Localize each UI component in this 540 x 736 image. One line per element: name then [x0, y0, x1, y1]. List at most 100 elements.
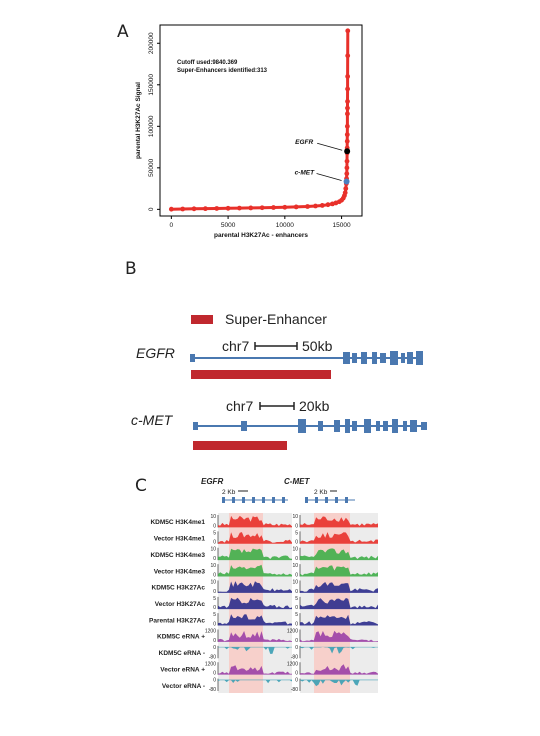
exon [383, 421, 388, 431]
signal-track [300, 516, 378, 528]
egfr-track-title: EGFR [201, 477, 223, 486]
exon [241, 421, 247, 431]
data-point [225, 205, 231, 211]
data-point [305, 204, 310, 209]
signal-track [300, 548, 378, 561]
track-scale-min: -80 [209, 687, 216, 693]
data-point [344, 171, 350, 177]
signal-track [300, 598, 378, 610]
exon [305, 497, 308, 503]
legend-label: Super-Enhancer [225, 311, 327, 327]
track-scale-min: 0 [295, 572, 298, 578]
track-scale-max: 5 [295, 612, 298, 618]
exon [252, 497, 255, 503]
exon [392, 419, 398, 433]
track-label: Vector H3K27Ac [155, 601, 206, 608]
track-scale-min: 0 [213, 638, 216, 644]
track-scale-min: 0 [295, 556, 298, 562]
exon [282, 497, 285, 503]
data-point [345, 99, 350, 104]
exon [298, 419, 306, 433]
track-scale-max: 10 [292, 547, 298, 553]
data-point [344, 165, 350, 171]
track-scale-max: 5 [213, 612, 216, 618]
track-scale-max: 10 [292, 514, 298, 520]
track-label: Vector H3K4me3 [154, 568, 206, 575]
track-scale-max: 5 [295, 596, 298, 602]
signal-track [218, 532, 292, 544]
y-tick-label: 50000 [148, 158, 155, 176]
exon [318, 421, 323, 431]
panel-label-c: C [135, 476, 147, 496]
exon [325, 497, 328, 503]
data-point [345, 105, 350, 111]
track-scale-min: 0 [213, 622, 216, 628]
exon [343, 352, 350, 364]
track-scale-max: 1200 [287, 661, 298, 667]
data-point [180, 206, 186, 212]
y-tick-label: 100000 [148, 115, 155, 137]
track-scale-max: 5 [213, 530, 216, 536]
track-scale-max: 10 [210, 514, 216, 520]
track-scale-min: 0 [213, 589, 216, 595]
track-scale-label: 2 Kb [222, 489, 236, 496]
signal-track [218, 515, 292, 528]
egfr-super-enhancer [191, 370, 331, 379]
track-scale-max: 5 [213, 596, 216, 602]
highlight-leader [316, 173, 342, 181]
exon [361, 352, 367, 364]
data-point [191, 206, 197, 212]
data-point [345, 74, 351, 79]
signal-track [218, 597, 292, 610]
highlight-leader [317, 142, 343, 151]
data-point [344, 132, 350, 138]
panel-label-a: A [117, 22, 129, 42]
signal-track [300, 532, 378, 544]
track-label: Vector eRNA + [160, 666, 205, 673]
data-point [344, 123, 350, 129]
exon [372, 352, 377, 364]
highlight-label-egfr: EGFR [295, 139, 313, 146]
data-point [259, 205, 265, 211]
track-label: KDM5C H3K27Ac [152, 585, 206, 592]
track-scale-max: 1200 [287, 629, 298, 635]
track-label: Parental H3K27Ac [149, 617, 205, 624]
track-scale-min: -80 [209, 654, 216, 660]
track-scale-max: 0 [295, 645, 298, 651]
exon [352, 421, 357, 431]
signal-track [300, 646, 378, 654]
cmet-scale-label: 20kb [299, 398, 330, 414]
track-scale-min: 0 [213, 540, 216, 546]
exon [335, 497, 338, 503]
egfr-gene-name: EGFR [136, 345, 175, 361]
exon [193, 422, 198, 430]
exon [421, 422, 427, 430]
track-scale-max: 0 [213, 678, 216, 684]
track-scale-max: 10 [210, 563, 216, 569]
signal-track [218, 614, 292, 626]
exon [272, 497, 275, 503]
exon [232, 497, 235, 503]
data-point [214, 206, 220, 211]
exon [407, 352, 413, 364]
track-scale-max: 0 [213, 645, 216, 651]
data-point [342, 190, 348, 196]
exon [242, 497, 245, 503]
track-scale-max: 5 [295, 530, 298, 536]
data-point [344, 138, 350, 144]
x-tick-label: 15000 [333, 222, 351, 229]
exon [352, 353, 357, 363]
track-scale-min: -80 [291, 654, 298, 660]
x-tick-label: 0 [170, 222, 174, 229]
data-point [293, 204, 299, 210]
track-scale-min: 0 [295, 605, 298, 611]
signal-track [300, 679, 378, 687]
signal-track [218, 581, 292, 593]
cmet-track-title: C-MET [284, 477, 310, 486]
signal-track [300, 630, 378, 642]
track-scale-min: 0 [295, 589, 298, 595]
x-axis-label: parental H3K27Ac - enhancers [214, 232, 308, 239]
signal-track [218, 631, 292, 642]
data-point [271, 205, 276, 210]
